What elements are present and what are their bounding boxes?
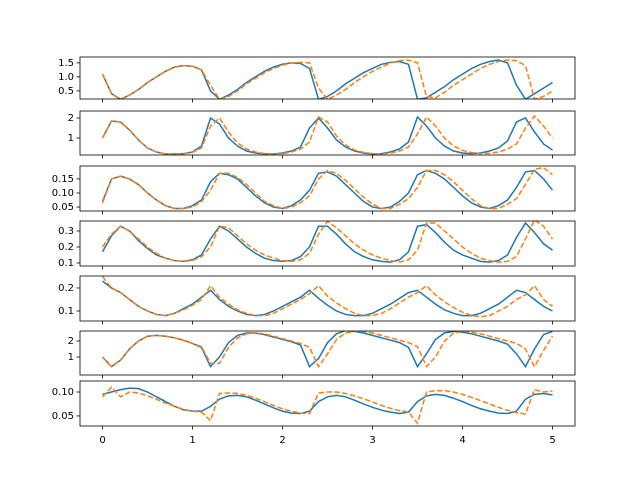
y-tick-label: 0.2	[58, 283, 74, 294]
y-tick-label: 0.05	[52, 202, 74, 213]
series-line	[101, 114, 554, 155]
y-tick-label: 0.1	[58, 258, 74, 269]
series-line	[101, 169, 554, 210]
y-tick-label: 0.2	[58, 242, 74, 253]
x-tick-label: 2	[279, 435, 285, 446]
series-line	[101, 386, 553, 425]
y-tick-label: 1	[68, 133, 74, 144]
x-tick-label: 1	[189, 435, 195, 446]
y-tick-label: 0.10	[52, 188, 74, 199]
axes-frame	[79, 380, 576, 427]
y-tick-label: 0.05	[52, 411, 74, 422]
y-tick-label: 0.1	[58, 306, 74, 317]
series-line	[101, 276, 553, 318]
y-tick-label: 0.15	[52, 174, 74, 185]
series-line	[101, 221, 553, 263]
y-tick-label: 1	[68, 352, 74, 363]
axes-frame	[79, 56, 576, 100]
y-tick-label: 2	[68, 113, 74, 124]
x-tick-label: 0	[99, 435, 105, 446]
series-line	[101, 331, 553, 369]
axes-frame	[79, 165, 576, 212]
axes-frame	[79, 110, 576, 156]
axes-frame	[79, 220, 576, 267]
y-tick-label: 1.0	[58, 72, 74, 83]
series-line	[101, 331, 554, 369]
y-tick-label: 1.5	[58, 58, 74, 69]
series-line	[102, 280, 553, 317]
series-line	[101, 166, 553, 210]
y-tick-label: 0.10	[52, 387, 74, 398]
axes-frame	[79, 275, 576, 322]
x-tick-label: 4	[459, 435, 465, 446]
axes-frame	[79, 330, 576, 376]
series-line	[101, 59, 553, 99]
y-tick-label: 0.5	[58, 86, 74, 97]
y-tick-label: 0.3	[58, 226, 74, 237]
y-tick-label: 2	[68, 336, 74, 347]
x-tick-label: 3	[369, 435, 375, 446]
x-tick-label: 5	[549, 435, 555, 446]
